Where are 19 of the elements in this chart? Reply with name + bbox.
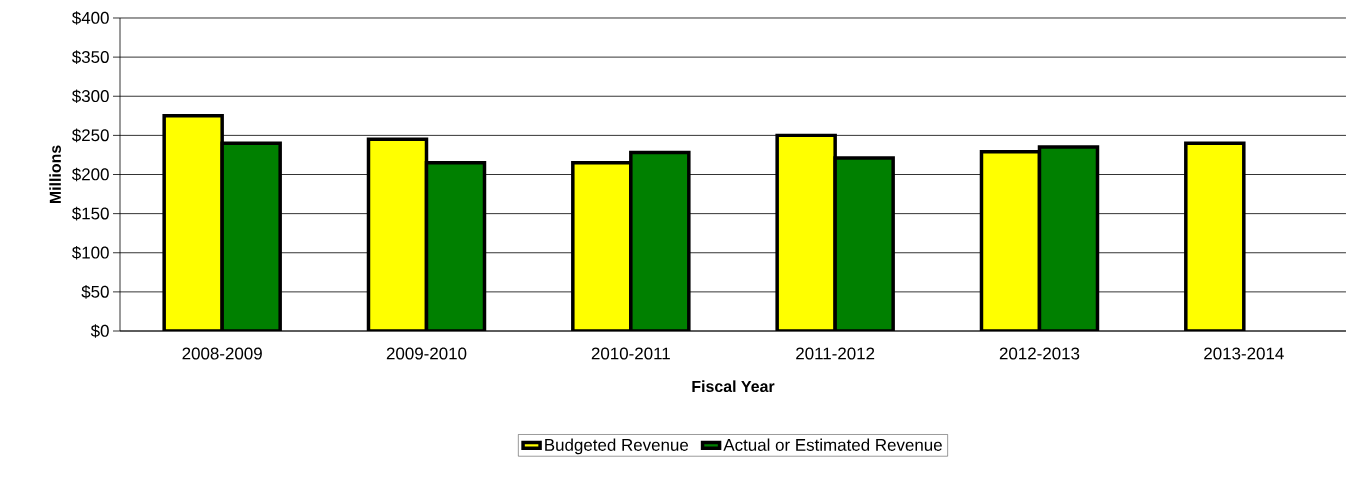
y-tick-label: $100 bbox=[71, 245, 109, 260]
y-tick-label: $300 bbox=[71, 89, 109, 104]
x-tick-label: 2011-2012 bbox=[796, 347, 875, 360]
x-tick-label: 2008-2009 bbox=[182, 347, 262, 360]
y-tick-label: $350 bbox=[71, 50, 109, 64]
y-tick-label: $0 bbox=[90, 324, 109, 338]
y-tick-label: $50 bbox=[81, 285, 109, 299]
x-tick-label: 2009-2010 bbox=[386, 347, 467, 360]
x-tick-label: 2012-2013 bbox=[999, 347, 1080, 360]
x-tick-label: 2010-2011 bbox=[591, 347, 670, 360]
x-tick-label: 2013-2014 bbox=[1204, 347, 1284, 360]
y-tick-label: $150 bbox=[71, 206, 109, 221]
y-tick-label: $200 bbox=[71, 167, 109, 182]
legend-label: Budgeted Revenue bbox=[545, 438, 689, 455]
y-tick-label: $400 bbox=[71, 11, 109, 25]
x-axis-title: Fiscal Year bbox=[692, 380, 775, 393]
y-tick-label: $250 bbox=[71, 128, 109, 143]
legend-label: Actual or Estimated Revenue bbox=[723, 438, 942, 451]
y-axis-title: Millions bbox=[49, 145, 61, 204]
